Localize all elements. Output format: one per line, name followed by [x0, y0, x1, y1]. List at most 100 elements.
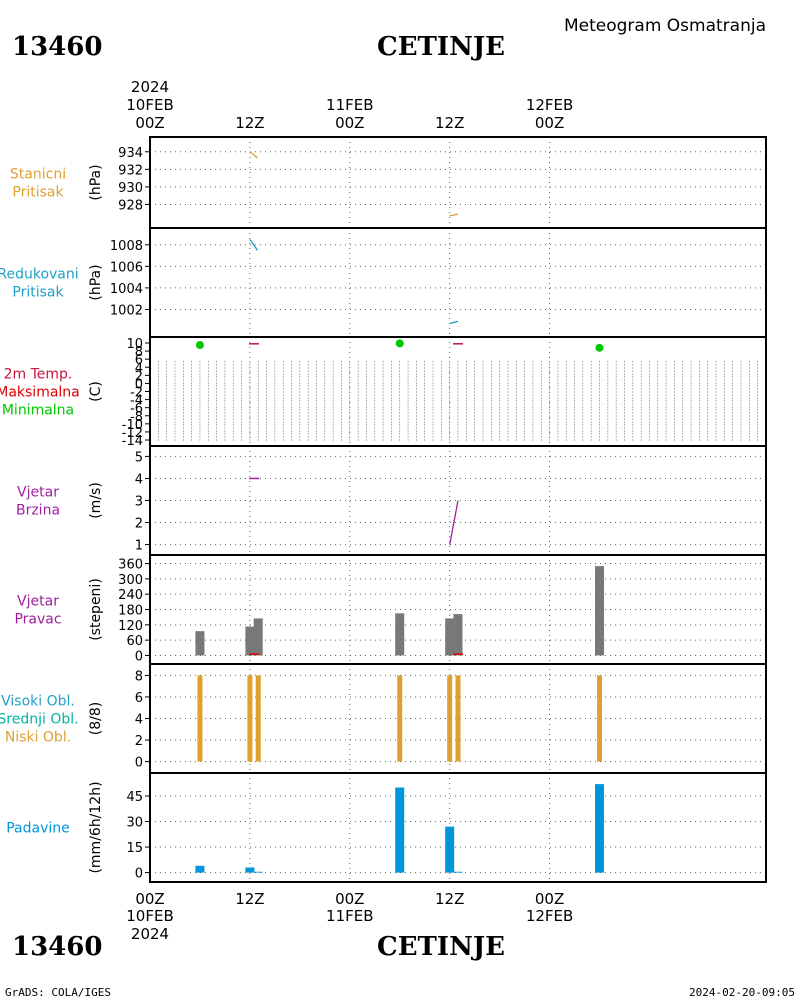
footer-timestamp: 2024-02-20-09:05: [689, 986, 795, 999]
variable-label: Stanicni: [10, 167, 66, 183]
y-tick-label: 2: [135, 517, 143, 532]
series-line: [449, 213, 459, 217]
series-bar: [397, 675, 403, 762]
panel-frame: [149, 227, 767, 338]
bottom-hour-label: 12Z: [435, 890, 464, 908]
series-bar: [395, 787, 405, 873]
bottom-year-label: 2024: [131, 925, 169, 943]
variable-label: Redukovani: [0, 267, 79, 283]
series-line: [449, 500, 459, 545]
y-tick-label: 300: [118, 573, 143, 588]
variable-label: Pritisak: [12, 285, 64, 301]
variable-label: Minimalna: [2, 403, 74, 419]
bottom-hour-label: 00Z: [535, 890, 564, 908]
variable-label: Maksimalna: [0, 385, 80, 401]
top-hour-label: 12Z: [435, 114, 464, 132]
unit-label: (C): [88, 381, 104, 402]
y-tick-label: 1006: [110, 260, 143, 275]
panel-wind_speed: 1 2 3 4 5 (m/s) Vjetar Brzina: [16, 445, 767, 556]
variable-label: Vjetar: [17, 594, 59, 610]
y-tick-label: 6: [135, 353, 143, 368]
y-tick-label: 0: [135, 867, 143, 882]
series-bar: [595, 566, 605, 656]
y-tick-label: 1: [135, 539, 143, 554]
tmin-point: [595, 343, 604, 352]
panel-precip: 0 15 30 45 (mm/6h/12h) Padavine: [6, 772, 767, 883]
y-tick-label: 4: [135, 713, 143, 728]
y-tick-label: -12: [122, 426, 143, 441]
variable-label: Padavine: [6, 821, 70, 837]
y-tick-label: 180: [118, 604, 143, 619]
top-hour-label: 12Z: [235, 114, 264, 132]
series-line: [249, 151, 258, 159]
y-tick-label: 1002: [110, 303, 143, 318]
unit-label: (mm/6h/12h): [88, 781, 104, 873]
y-tick-label: 30: [126, 816, 143, 831]
variable-label: Vjetar: [17, 485, 59, 501]
y-tick-label: 934: [118, 146, 143, 161]
y-tick-label: 4: [135, 472, 143, 487]
panel-reduced: 1002 1004 1006 1008 (hPa) Redukovani Pritisak: [0, 227, 767, 338]
top-hour-label: 00Z: [135, 114, 164, 132]
unit-label: (8/8): [88, 702, 104, 735]
series-bar: [445, 826, 455, 873]
series-bar: [195, 631, 205, 656]
panel-pressure: 928 930 932 934 (hPa) Stanicni Pritisak: [10, 136, 767, 229]
variable-label: Pritisak: [12, 185, 64, 201]
series-line: [249, 239, 258, 251]
tmin-point: [395, 339, 404, 348]
y-tick-label: 2: [135, 734, 143, 749]
series-bar: [247, 675, 253, 762]
variable-label: Brzina: [16, 503, 60, 519]
y-tick-label: -8: [130, 410, 143, 425]
unit-label: (stepeni): [88, 578, 104, 641]
top-date-label: 11FEB: [326, 96, 373, 114]
y-tick-label: -10: [122, 418, 143, 433]
y-tick-label: 8: [135, 669, 143, 684]
y-tick-label: 932: [118, 163, 143, 178]
y-tick-label: -14: [122, 434, 143, 449]
series-bar: [447, 675, 453, 762]
station-id-top: 13460: [12, 32, 102, 62]
bottom-hour-label: 00Z: [135, 890, 164, 908]
y-tick-label: 3: [135, 495, 143, 510]
y-tick-label: 1008: [110, 239, 143, 254]
y-tick-label: 930: [118, 181, 143, 196]
y-tick-label: 0: [135, 756, 143, 771]
series-bar: [253, 618, 263, 656]
y-tick-label: 10: [126, 337, 143, 352]
y-tick-label: -6: [130, 402, 143, 417]
series-bar: [453, 614, 463, 656]
y-tick-label: 928: [118, 198, 143, 213]
station-id-bottom: 13460: [12, 932, 102, 962]
bottom-date-label: 12FEB: [526, 907, 573, 925]
y-tick-label: 15: [126, 841, 143, 856]
variable-label: Visoki Obl.: [1, 694, 75, 710]
tmin-point: [195, 341, 204, 350]
series-bar: [455, 675, 461, 762]
series-bar: [245, 626, 255, 656]
y-tick-label: -2: [130, 386, 143, 401]
series-bar: [255, 675, 261, 762]
y-tick-label: -4: [130, 394, 143, 409]
unit-label: (hPa): [88, 264, 104, 300]
top-date-label: 10FEB: [126, 96, 173, 114]
variable-label: Pravac: [14, 612, 61, 628]
y-tick-label: 8: [135, 345, 143, 360]
series-bar: [245, 867, 255, 873]
series-bar: [453, 871, 463, 873]
series-bar: [445, 618, 455, 656]
panel-frame: [149, 772, 767, 883]
bottom-hour-label: 12Z: [235, 890, 264, 908]
variable-label: Niski Obl.: [5, 730, 71, 746]
variable-label: Srednji Obl.: [0, 712, 79, 728]
y-tick-label: 4: [135, 361, 143, 376]
series-bar: [597, 675, 603, 762]
series-bar: [253, 871, 263, 873]
series-bar: [395, 613, 405, 656]
unit-label: (hPa): [88, 164, 104, 200]
